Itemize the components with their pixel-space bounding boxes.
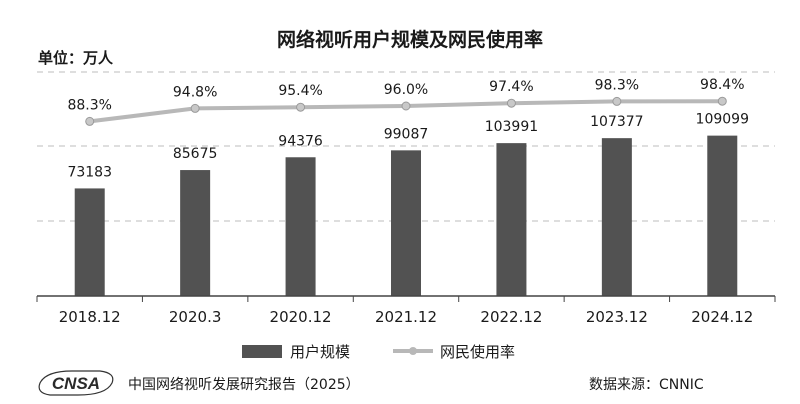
line-point: [85, 116, 95, 126]
x-axis-ticks: [36, 296, 776, 302]
legend: 用户规模 网民使用率: [242, 343, 515, 361]
bar-value-label: 99087: [384, 126, 429, 142]
x-axis-tick-labels: 2018.12 2020.3 2020.12 2021.12 2022.12 2023.1…: [59, 308, 754, 326]
logo-text: CNSA: [52, 374, 100, 393]
bar: [601, 138, 632, 296]
line-value-label: 94.8%: [173, 84, 217, 100]
bar: [74, 188, 105, 296]
x-tick-label: 2021.12: [375, 308, 437, 326]
legend-label-line: 网民使用率: [440, 343, 515, 361]
line-value-label: 95.4%: [278, 83, 322, 99]
bar-value-label: 103991: [485, 119, 538, 135]
x-tick-label: 2018.12: [59, 308, 121, 326]
bar-value-label: 73183: [67, 164, 112, 180]
line-point: [401, 101, 411, 111]
line-point: [506, 98, 516, 108]
line-point: [717, 96, 727, 106]
unit-label: 单位：万人: [38, 49, 114, 67]
data-source: 数据来源：CNNIC: [589, 377, 704, 393]
bar: [391, 150, 421, 296]
logo-outline: [38, 370, 114, 396]
cnsa-logo: CNSA: [38, 370, 114, 396]
chart-title: 网络视听用户规模及网民使用率: [277, 28, 543, 51]
x-tick-label: 2023.12: [586, 308, 648, 326]
bar-series: [74, 135, 738, 296]
x-tick-label: 2022.12: [480, 308, 542, 326]
bar-value-label: 107377: [590, 114, 643, 130]
bar: [496, 143, 527, 296]
x-tick-label: 2024.12: [691, 308, 753, 326]
line-value-label: 98.4%: [700, 77, 744, 93]
legend-swatch-bar: [242, 345, 282, 358]
legend-marker-line: [409, 347, 417, 355]
bar-value-label: 85675: [173, 146, 218, 162]
bar-value-label: 109099: [696, 112, 749, 128]
line-value-label: 97.4%: [489, 79, 533, 95]
bar: [180, 170, 211, 296]
bar: [707, 135, 738, 296]
line-series: [85, 96, 727, 126]
line-value-label: 88.3%: [67, 97, 111, 113]
bar-value-labels: 73183 85675 94376 99087 103991 107377 109099: [67, 112, 749, 181]
line-value-label: 96.0%: [384, 82, 428, 98]
x-tick-label: 2020.12: [270, 308, 332, 326]
line-point: [612, 96, 622, 106]
bar: [285, 157, 316, 296]
bar-value-label: 94376: [278, 133, 323, 149]
line-value-labels: 88.3% 94.8% 95.4% 96.0% 97.4% 98.3% 98.4%: [67, 77, 744, 113]
footer: CNSA 中国网络视听发展研究报告（2025） 数据来源：CNNIC: [38, 370, 704, 396]
legend-label-bar: 用户规模: [290, 343, 350, 361]
line-value-label: 98.3%: [595, 77, 639, 93]
x-tick-label: 2020.3: [169, 308, 222, 326]
line-point: [190, 103, 200, 113]
report-title: 中国网络视听发展研究报告（2025）: [128, 377, 360, 393]
line-point: [296, 102, 306, 112]
